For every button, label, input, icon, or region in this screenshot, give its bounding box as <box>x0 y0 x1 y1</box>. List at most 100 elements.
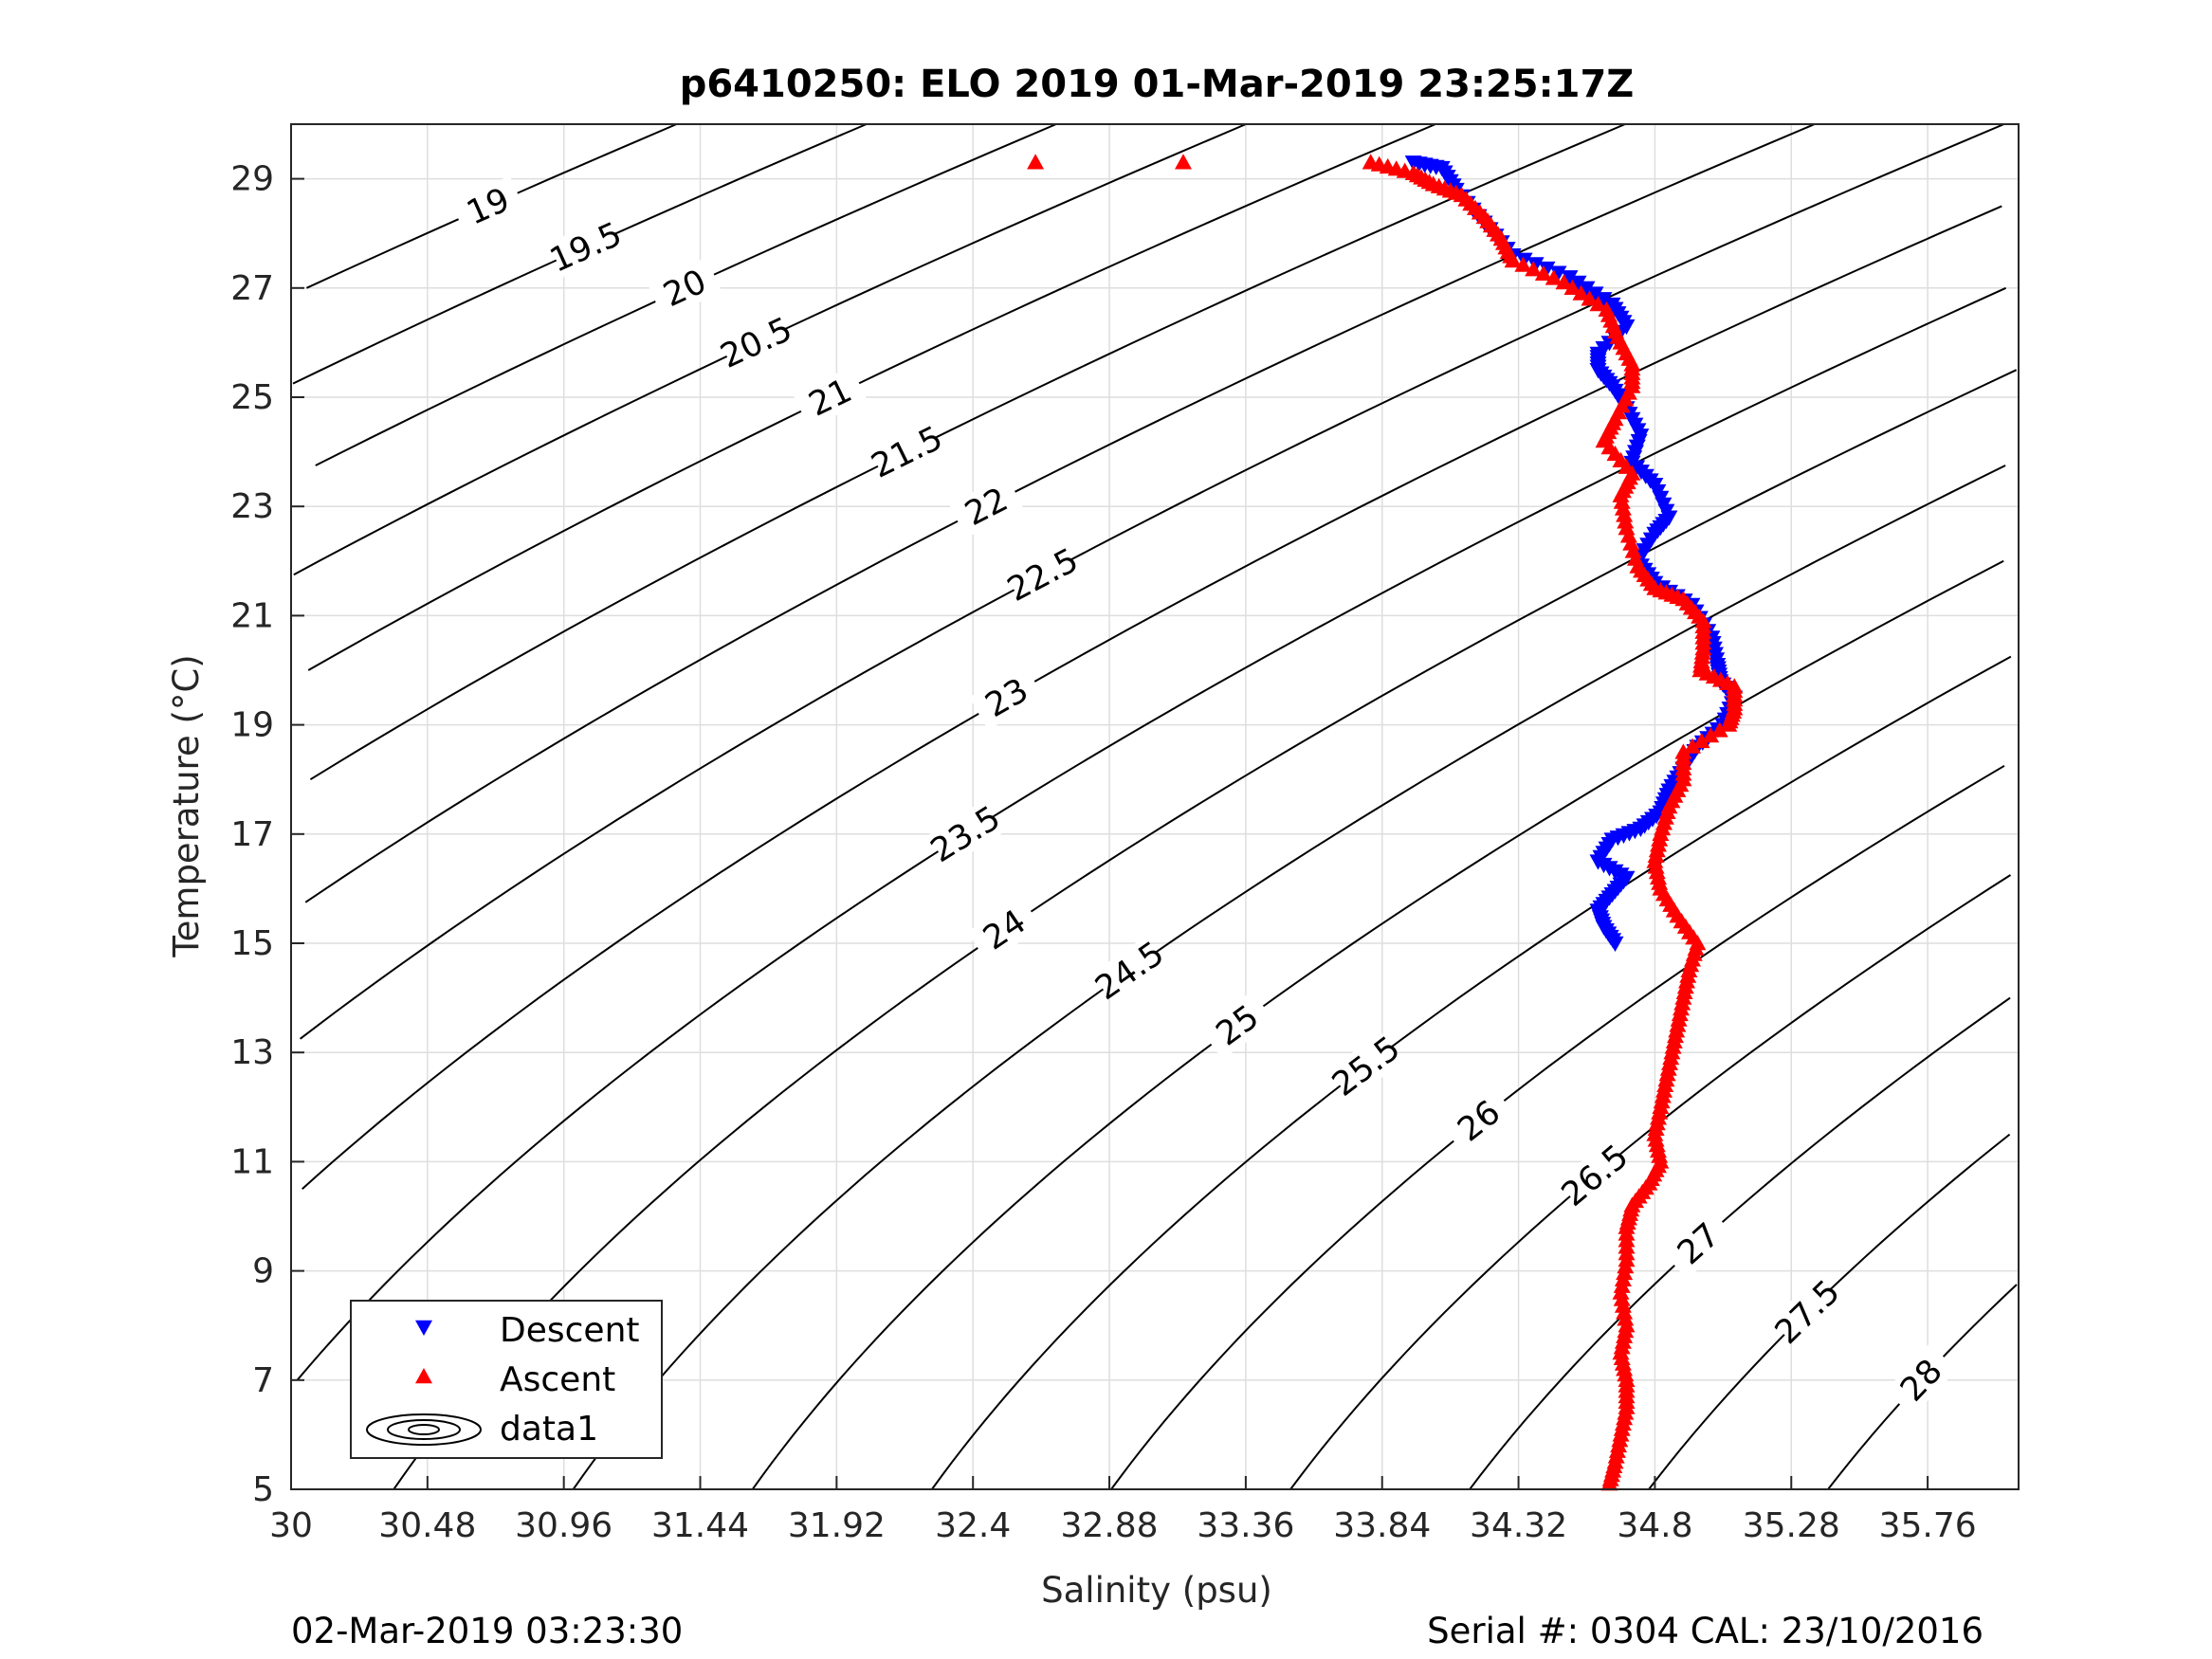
legend-descent-triangle <box>415 1320 432 1336</box>
contour-label-bg <box>1661 1208 1735 1280</box>
descent-point <box>1595 292 1613 308</box>
contour-label-bg <box>927 800 1003 867</box>
descent-point <box>1578 281 1596 297</box>
contour-label-bg <box>1770 1275 1844 1348</box>
ascent-point <box>1563 279 1581 295</box>
contour-label-bg <box>719 311 794 374</box>
density-contour <box>309 123 1626 781</box>
density-contour <box>751 559 2004 1490</box>
ascent-point <box>1555 274 1573 290</box>
legend-ascent-triangle <box>415 1368 432 1384</box>
ascent-point <box>1514 256 1532 272</box>
ascent-point <box>1612 1284 1630 1300</box>
x-axis-ticks: 30 30.48 30.96 31.44 31.92 32.4 32.88 33.36 33.8… <box>269 1476 1977 1545</box>
ascent-point <box>1613 1277 1631 1293</box>
density-contour-labels: 1919.52020.52121.52222.52323.52424.52525… <box>450 175 1958 1417</box>
x-tick-label: 35.76 <box>1879 1506 1977 1545</box>
contour-label-bg <box>1091 936 1167 1005</box>
contour-label-bg <box>1885 1343 1958 1417</box>
ascent-point <box>1525 261 1543 277</box>
y-tick-label: 15 <box>230 924 274 963</box>
y-tick-label: 7 <box>252 1361 274 1400</box>
ascent-point <box>1534 264 1552 281</box>
x-tick-label: 33.84 <box>1333 1506 1431 1545</box>
ascent-point <box>1614 500 1632 516</box>
legend-ascent-marker <box>415 1368 432 1384</box>
grid <box>290 124 2019 1490</box>
y-tick-label: 9 <box>252 1252 274 1291</box>
ascent-point <box>1504 252 1522 268</box>
y-axis-label: Temperature (°C) <box>166 654 207 957</box>
x-tick-label: 32.88 <box>1061 1506 1159 1545</box>
plot-frame <box>290 123 2020 1490</box>
density-contour <box>931 655 2012 1490</box>
contour-label: 25.5 <box>1325 1030 1407 1104</box>
x-tick-label: 32.4 <box>935 1506 1011 1545</box>
ascent-point <box>1702 727 1720 743</box>
descent-point <box>1561 270 1579 286</box>
ascent-point <box>1614 1270 1632 1286</box>
ascent-point <box>1612 486 1630 502</box>
contour-label-bg <box>948 474 1024 538</box>
contour-label: 22.5 <box>1001 541 1085 610</box>
y-tick-label: 29 <box>230 160 274 199</box>
contour-label-bg <box>1557 1139 1632 1211</box>
ascent-point <box>1581 290 1599 306</box>
contour-label: 20.5 <box>715 311 798 376</box>
contour-label-bg <box>793 366 868 428</box>
contour-label: 23.5 <box>924 799 1007 870</box>
density-contours <box>292 123 2018 1490</box>
ascent-point <box>1616 1304 1634 1320</box>
descent-point <box>1549 265 1567 282</box>
ascent-series <box>1027 154 1744 1491</box>
ascent-point <box>1545 269 1563 285</box>
contour-label-bg <box>1328 1031 1403 1102</box>
ascent-point <box>1616 1264 1634 1281</box>
legend-data1-label: data1 <box>500 1410 598 1449</box>
ascent-point <box>1710 721 1728 738</box>
legend-data1-marker <box>366 1413 482 1446</box>
ascent-point <box>1616 506 1634 522</box>
ascent-point <box>1617 513 1635 529</box>
contour-label-bg <box>869 420 944 483</box>
ascent-point <box>1572 284 1590 301</box>
contour-label-bg <box>1441 1085 1516 1157</box>
legend-descent-label: Descent <box>500 1311 640 1350</box>
ascent-point <box>1175 154 1192 170</box>
y-tick-label: 27 <box>230 269 274 308</box>
x-tick-label: 30.96 <box>515 1506 612 1545</box>
ascent-point <box>1027 154 1045 170</box>
descent-point <box>1606 936 1624 952</box>
ascent-point <box>1613 1290 1631 1306</box>
contour-label-bg <box>647 257 722 319</box>
contour-label-bg <box>1199 991 1275 1060</box>
contour-label-bg <box>966 895 1042 964</box>
contour-label-bg <box>548 216 623 278</box>
contour-label: 24.5 <box>1088 935 1171 1008</box>
contour-label-bg <box>969 665 1045 731</box>
y-tick-label: 23 <box>230 487 274 526</box>
density-contour <box>304 123 1816 903</box>
y-axis-ticks: 5 7 9 11 13 15 17 19 21 23 25 27 29 <box>230 160 304 1509</box>
y-tick-label: 13 <box>230 1033 274 1072</box>
chart-title: p6410250: ELO 2019 01-Mar-2019 23:25:17Z <box>680 63 1635 106</box>
density-contour <box>1469 996 2011 1490</box>
y-tick-label: 25 <box>230 378 274 417</box>
ascent-point <box>1684 738 1701 754</box>
contour-label: 19.5 <box>544 215 627 280</box>
legend-descent-marker <box>415 1320 432 1336</box>
x-axis-label: Salinity (psu) <box>1041 1570 1272 1611</box>
legend: Descent Ascent data1 <box>350 1300 663 1459</box>
contour-label-bg <box>1005 542 1081 607</box>
footer-serial-cal: Serial #: 0304 CAL: 23/10/2016 <box>1427 1611 1983 1651</box>
ascent-point <box>1617 1310 1635 1326</box>
legend-ascent-label: Ascent <box>500 1360 615 1399</box>
x-tick-label: 34.32 <box>1470 1506 1567 1545</box>
x-tick-label: 33.36 <box>1197 1506 1294 1545</box>
ascent-point <box>1618 1251 1636 1267</box>
x-tick-label: 31.92 <box>788 1506 886 1545</box>
density-contour <box>302 205 2002 1190</box>
ascent-point <box>1692 732 1710 749</box>
ascent-point <box>1600 1475 1618 1491</box>
